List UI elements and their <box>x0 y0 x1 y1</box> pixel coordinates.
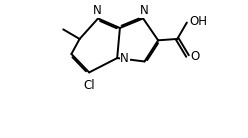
Text: OH: OH <box>190 15 208 28</box>
Text: O: O <box>190 50 199 63</box>
Text: N: N <box>139 4 148 17</box>
Text: N: N <box>93 4 101 17</box>
Text: N: N <box>120 52 129 65</box>
Text: Cl: Cl <box>83 79 95 92</box>
